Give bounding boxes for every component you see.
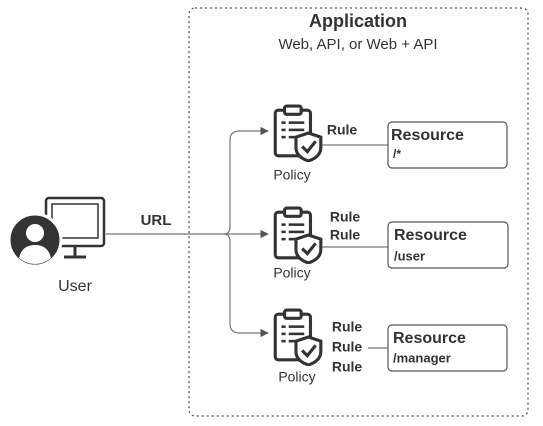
- rule-label: Rule: [327, 122, 358, 138]
- app-title: Application: [309, 11, 407, 31]
- policy-icon: [273, 308, 323, 366]
- app-boundary: [188, 7, 529, 417]
- user-icon: [7, 196, 106, 268]
- rule-label: Rule: [332, 339, 363, 355]
- resource-box: [387, 324, 508, 372]
- resource-title: Resource: [394, 227, 467, 244]
- resource-path: /manager: [393, 350, 451, 365]
- url-label: URL: [141, 212, 172, 229]
- resource-title: Resource: [393, 330, 466, 347]
- user-label: User: [58, 278, 92, 295]
- branch-arrow: [223, 233, 269, 338]
- branch-arrow: [223, 126, 269, 235]
- rule-label: Rule: [332, 319, 363, 335]
- policy-icon: [273, 206, 323, 264]
- policy-icon: [273, 104, 323, 162]
- policy-label: Policy: [278, 369, 315, 385]
- resource-path: /user: [394, 248, 425, 263]
- policy-label: Policy: [273, 167, 310, 183]
- rule-label: Rule: [330, 209, 361, 225]
- resource-path: /*: [393, 147, 401, 161]
- resource-title: Resource: [391, 127, 464, 144]
- resource-box: [387, 221, 509, 269]
- rule-label: Rule: [330, 227, 361, 243]
- policy-label: Policy: [273, 265, 310, 281]
- app-subtitle: Web, API, or Web + API: [278, 36, 437, 53]
- rule-label: Rule: [332, 359, 363, 375]
- resource-box: [387, 121, 508, 169]
